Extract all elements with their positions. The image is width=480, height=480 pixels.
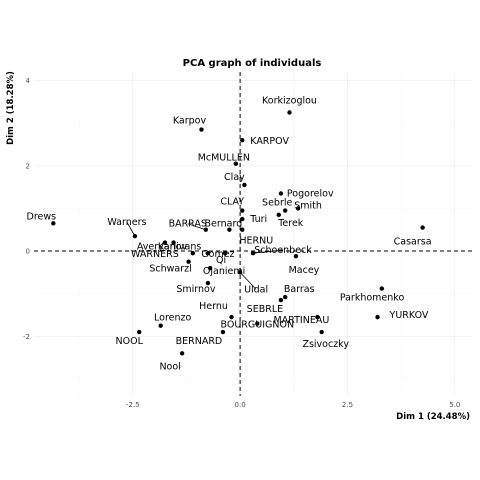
data-point [240,208,245,213]
data-point [222,250,228,256]
x-axis-title: Dim 1 (24.48%) [396,412,470,422]
data-point [205,280,211,286]
data-point [375,314,380,320]
data-point [420,225,425,230]
data-point [240,216,245,222]
point-label: Nool [159,361,180,372]
x-tick-label: -2.5 [126,401,140,409]
point-label: Drews [27,211,57,222]
point-label: Pogorelov [287,189,334,200]
point-label: HERNU [239,236,273,247]
point-label: Zsivoczky [302,339,349,350]
point-label: Uldal [244,284,268,295]
data-point [276,212,281,218]
point-label: KARPOV [250,136,289,147]
data-point [293,253,299,259]
point-label: Qi [216,255,226,266]
point-label: SEBRLE [247,304,283,315]
data-point [205,250,211,256]
data-point [295,206,301,211]
point-label: Schwarzl [149,264,191,275]
x-tick-label: 2.5 [342,401,353,409]
plot-panel [34,72,472,396]
point-label: Sebrle [262,198,292,209]
data-point [278,297,284,303]
point-label: Terek [277,218,304,229]
point-label: Hernu [199,301,228,312]
point-label: WARNERS [131,249,179,260]
data-point [186,259,191,264]
point-label: Lorenzo [154,313,191,324]
x-tick-label: 5.0 [449,401,460,409]
y-tick-label: 4 [26,77,31,85]
point-label: BOURGUIGNON [221,320,295,331]
point-label: Parkhomenko [340,293,405,304]
point-label: Schoenbeck [254,245,312,256]
data-point [199,127,204,132]
point-label: Bernard [205,219,243,230]
point-label: BARRAS [169,219,207,230]
label-leader-line [126,221,136,237]
point-label: Clay [224,172,245,183]
data-point [255,321,260,326]
point-label: Karpov [173,116,207,127]
point-label: MARTINEAU [274,315,330,326]
point-label: BERNARD [176,336,223,347]
point-label: Smith [294,200,322,211]
point-label: Casarsa [394,237,432,248]
data-point [229,314,234,320]
data-point [278,191,284,196]
y-tick-label: -2 [23,333,30,341]
point-label: McMULLEN [198,153,250,164]
label-leader-line [239,272,257,290]
data-point [233,161,239,166]
point-label: CLAY [220,197,244,208]
y-axis-title: Dim 2 (18.28%) [6,71,16,145]
data-point [158,323,163,328]
data-point [287,110,292,115]
y-tick-label: 2 [26,162,30,170]
point-label: NOOL [116,336,144,347]
data-point [162,240,168,245]
y-tick-label: 0 [26,248,30,256]
chart-title: PCA graph of individuals [183,58,322,69]
data-point [240,227,245,232]
data-point [227,227,232,232]
x-tick-label: 0.0 [235,401,246,409]
point-label: Averyanov [137,242,188,253]
data-point [242,182,247,188]
label-leader-line [252,249,284,254]
point-label: Gomez [201,249,234,260]
point-label: Macey [289,265,320,276]
data-point [171,240,176,245]
point-label: YURKOV [389,310,429,321]
label-leader-line [187,223,206,231]
point-label: Korkizoglou [262,96,317,107]
data-point [283,294,288,300]
point-label: Smirnov [176,284,215,295]
data-point [319,329,324,335]
point-label: Warners [107,217,146,228]
point-label: Karlivans [158,242,202,253]
tick-labels: -2.5 0.0 2.5 5.0 -2 0 2 4 [23,77,460,409]
data-point [220,329,226,335]
data-point [240,138,245,143]
data-point [315,314,320,320]
data-point [379,286,385,291]
point-label: Barras [284,284,315,295]
data-point [190,250,196,256]
data-point [51,221,56,226]
data-point [137,329,142,335]
point-label: Turi [249,214,267,225]
data-point [207,265,213,271]
data-point [283,208,288,213]
point-label: Ojaniemi [203,266,245,277]
data-point [179,351,185,356]
